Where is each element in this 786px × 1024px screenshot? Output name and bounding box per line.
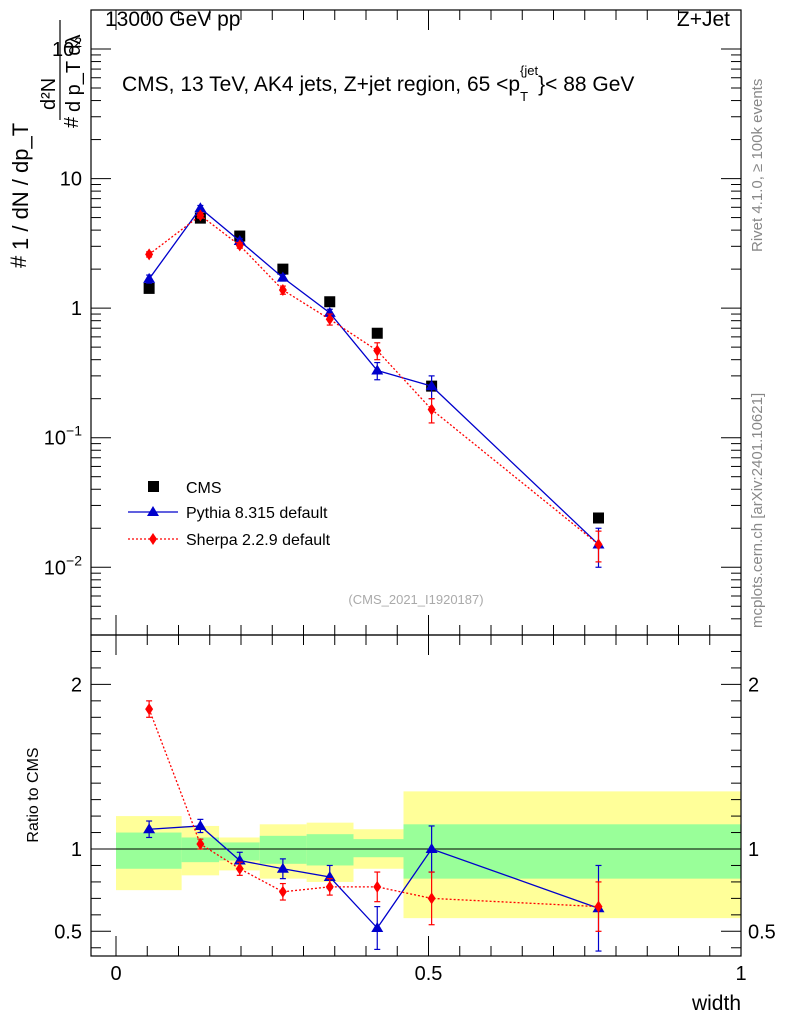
ratio-line-sherpa [148, 708, 599, 908]
ratio-point-pythia [371, 922, 384, 933]
ratio-point-pythia [276, 862, 289, 873]
band-stat-uncertainty [306, 834, 354, 866]
main-y-tick-label: 1 [71, 298, 82, 320]
y-label-hash-2: # [61, 116, 83, 128]
ratio-point-pythia [425, 843, 438, 853]
point-pythia [371, 364, 384, 375]
ratio-series-layer [143, 700, 605, 952]
ratio-point-sherpa [427, 892, 436, 905]
series-sherpa [145, 209, 603, 563]
ratio-point-sherpa [373, 880, 382, 893]
header-left: 13000 GeV pp [105, 8, 240, 31]
x-tick-label: 0.5 [415, 963, 443, 985]
ratio-y-tick-label: 1 [71, 839, 82, 861]
point-cms [593, 512, 604, 524]
point-sherpa [373, 344, 382, 357]
band-stat-uncertainty [219, 842, 260, 861]
point-sherpa [145, 248, 154, 261]
ratio-point-pythia [194, 819, 207, 830]
ratio-y-tick-label: 0.5 [54, 921, 82, 943]
ratio-point-sherpa [235, 862, 244, 875]
main-y-tick-labels: 10−2 10−1 1 10 102 [44, 34, 82, 579]
legend: CMS Pythia 8.315 default Sherpa 2.2.9 de… [128, 480, 331, 549]
ratio-line-pythia [149, 825, 599, 930]
band-stat-uncertainty [116, 832, 182, 869]
ratio-y-tick-label: 2 [71, 674, 82, 696]
main-y-tick-label: 10−2 [44, 552, 82, 579]
ratio-y-tick-label-right: 2 [748, 674, 759, 696]
ratio-point-sherpa [278, 885, 287, 898]
y-label-lhs: 1 / dN / dp_T [8, 123, 33, 250]
point-cms [143, 282, 155, 294]
x-tick-label: 0 [110, 963, 121, 985]
legend-marker-cms [148, 481, 159, 492]
ratio-point-sherpa [325, 880, 334, 893]
ratio-y-tick-labels: 0.5 0.5 1 1 2 2 [54, 674, 776, 943]
y-label-numerator: d²N [38, 78, 60, 110]
side-label-mcplots: mcplots.cern.ch [arXiv:2401.10621] [749, 393, 766, 628]
svg-text:CMS, 13 TeV, AK4 jets, Z+jet r: CMS, 13 TeV, AK4 jets, Z+jet region, 65 … [122, 63, 634, 104]
main-y-tick-label: 10 [60, 169, 82, 191]
main-series-layer [143, 202, 605, 568]
ratio-point-sherpa [145, 703, 154, 716]
point-cms [371, 327, 383, 339]
watermark: (CMS_2021_I1920187) [348, 592, 483, 607]
point-sherpa [594, 538, 603, 551]
legend-marker-sherpa [149, 533, 157, 545]
point-cms [277, 263, 289, 275]
header-right: Z+Jet [677, 8, 730, 31]
ratio-frame [90, 634, 742, 957]
ratio-x-tick-labels: 0 0.5 1 [110, 963, 746, 985]
ratio-axis-ticks [91, 635, 742, 956]
title-tail: }< 88 GeV [538, 73, 634, 96]
point-sherpa [325, 313, 334, 326]
point-sherpa [235, 239, 244, 252]
main-y-tick-label: 10−1 [44, 423, 82, 450]
point-pythia [143, 272, 156, 283]
title-main: CMS, 13 TeV, AK4 jets, Z+jet region, 65 … [122, 73, 520, 96]
ratio-y-axis-label: Ratio to CMS [25, 747, 42, 842]
legend-label-cms: CMS [186, 480, 222, 497]
x-axis-label: width [691, 992, 741, 1015]
point-pythia [194, 202, 207, 213]
point-pythia [276, 271, 289, 282]
legend-item-cms: CMS [148, 480, 222, 497]
series-cms [143, 212, 604, 524]
ratio-point-sherpa [594, 900, 603, 913]
legend-item-sherpa: Sherpa 2.2.9 default [128, 532, 331, 549]
band-stat-uncertainty [403, 824, 741, 879]
ratio-y-tick-label-right: 0.5 [748, 921, 776, 943]
point-sherpa [196, 209, 205, 222]
title-sup: {jet [520, 63, 538, 78]
ratio-point-pythia [143, 823, 156, 834]
ratio-point-sherpa [196, 838, 205, 851]
ratio-series-sherpa [145, 700, 603, 932]
legend-item-pythia: Pythia 8.315 default [128, 505, 328, 522]
main-y-axis-label: # 1 / dN / dp_T # d²N d p_T dλ [6, 20, 85, 268]
y-label-hash: # [6, 255, 31, 268]
point-cms [324, 296, 336, 308]
x-tick-label: 1 [735, 963, 746, 985]
main-y-tick-label: 102 [52, 34, 82, 61]
legend-label-sherpa: Sherpa 2.2.9 default [186, 532, 331, 549]
point-sherpa [427, 403, 436, 416]
legend-label-pythia: Pythia 8.315 default [186, 505, 328, 522]
chart-title: CMS, 13 TeV, AK4 jets, Z+jet region, 65 … [122, 63, 634, 104]
y-label-denominator: d p_T dλ [63, 35, 85, 112]
point-pythia [425, 380, 438, 391]
ratio-y-tick-label-right: 1 [748, 839, 759, 861]
point-sherpa [278, 284, 287, 297]
title-sub: T [520, 89, 528, 104]
side-label-rivet: Rivet 4.1.0, ≥ 100k events [749, 79, 766, 252]
line-sherpa [148, 214, 599, 545]
legend-marker-pythia [147, 506, 159, 516]
band-stat-uncertainty [353, 839, 404, 858]
line-pythia [148, 207, 599, 545]
